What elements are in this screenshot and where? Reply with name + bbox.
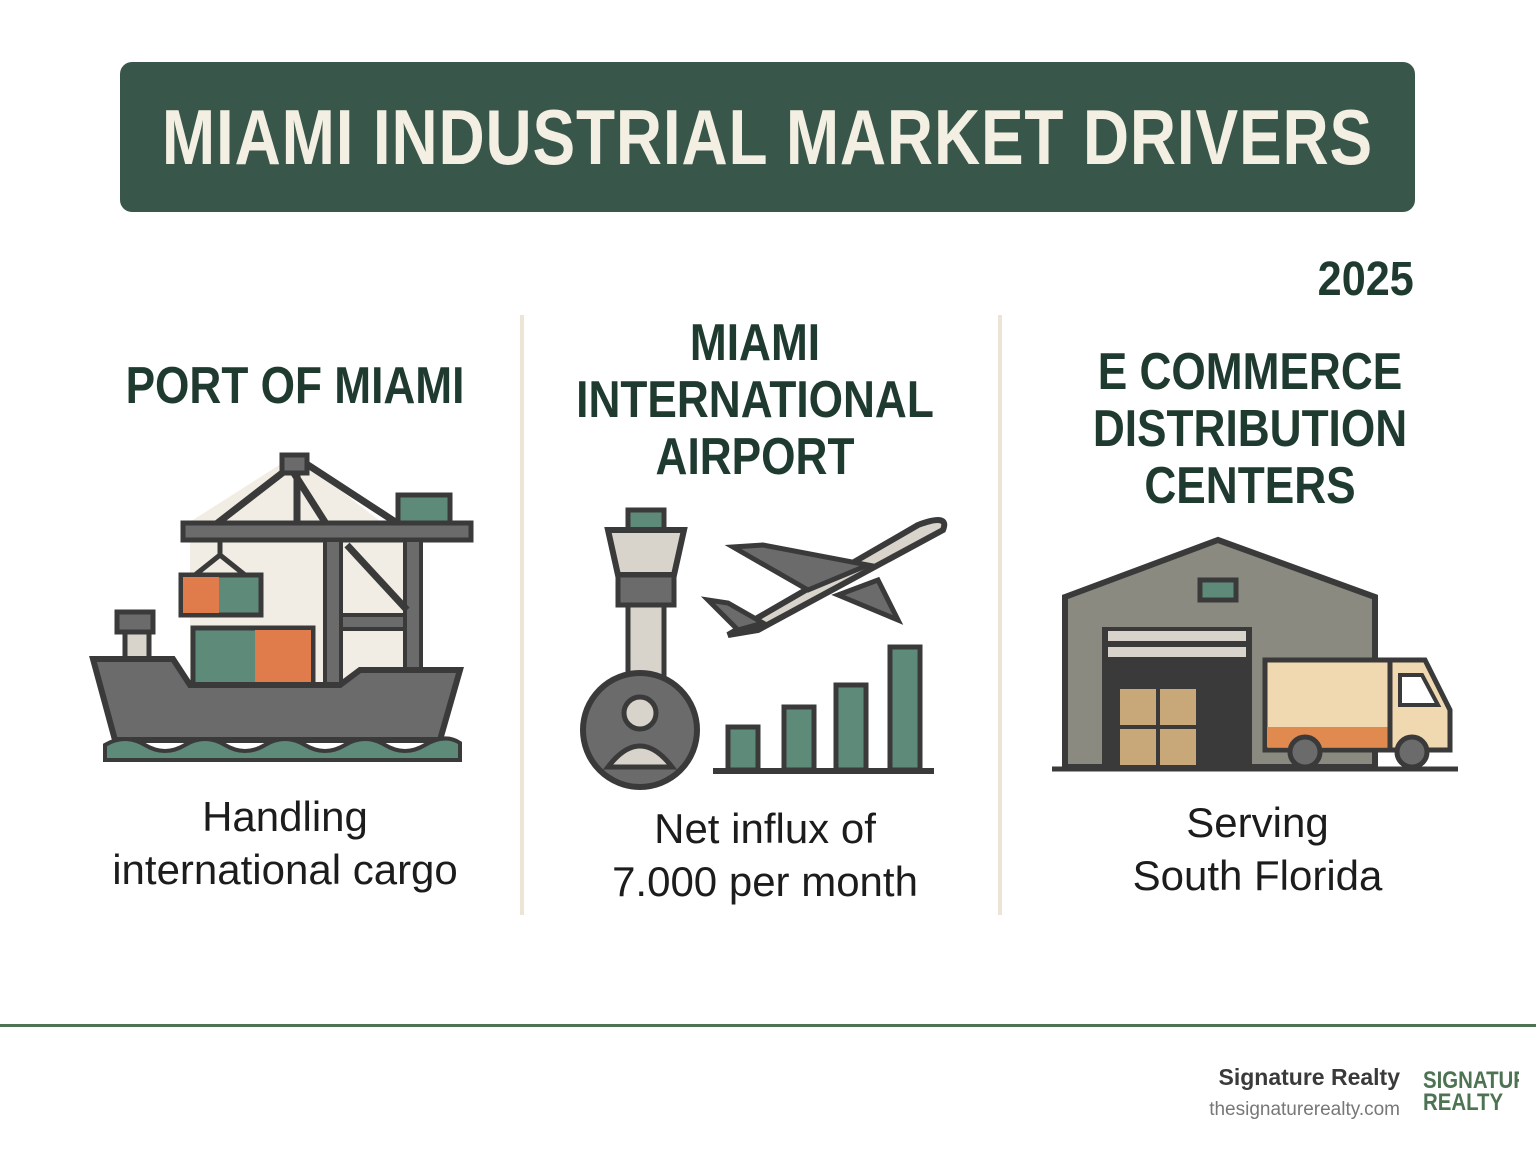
bar (833, 682, 869, 773)
heading-line: DISTRIBUTION (1092, 400, 1408, 458)
caption-line: South Florida (1132, 852, 1383, 899)
title-banner: MIAMI INDUSTRIAL MARKET DRIVERS (120, 62, 1415, 212)
brand-name: Signature Realty (1218, 1064, 1401, 1090)
heading-line: MIAMI (689, 314, 821, 372)
port-caption: Handling international cargo (60, 790, 510, 896)
footer-divider (0, 1024, 1536, 1027)
column-divider (998, 315, 1002, 915)
container-ship-crane-icon (89, 452, 474, 762)
column-divider (520, 315, 524, 915)
caption-line: 7.000 per month (612, 858, 918, 905)
logo-line: REALTY (1423, 1089, 1504, 1115)
caption-line: Handling (202, 793, 368, 840)
page-title: MIAMI INDUSTRIAL MARKET DRIVERS (161, 92, 1374, 181)
bar (781, 704, 817, 773)
year-label: 2025 (1317, 253, 1414, 306)
caption-line: international cargo (112, 846, 458, 893)
ecommerce-caption: Serving South Florida (1030, 796, 1485, 902)
airport-caption: Net influx of 7.000 per month (540, 802, 990, 908)
brand-url[interactable]: thesignaturerealty.com (1209, 1099, 1400, 1120)
ecommerce-heading: E COMMERCE DISTRIBUTION CENTERS (1055, 344, 1446, 515)
heading-line: E COMMERCE (1097, 343, 1403, 401)
bar (887, 644, 923, 773)
warehouse-delivery-truck-icon (1052, 536, 1458, 772)
caption-line: Net influx of (654, 805, 876, 852)
heading-line: INTERNATIONAL (576, 371, 934, 429)
caption-line: Serving (1186, 799, 1329, 846)
airport-tower-plane-growth-chart-icon (580, 507, 948, 790)
heading-line: CENTERS (1144, 457, 1356, 515)
airport-heading: MIAMI INTERNATIONAL AIRPORT (564, 315, 947, 486)
heading-line: AIRPORT (655, 428, 855, 486)
port-heading: PORT OF MIAMI (95, 358, 495, 415)
bar (725, 724, 761, 773)
heading-line: PORT OF MIAMI (125, 357, 465, 415)
